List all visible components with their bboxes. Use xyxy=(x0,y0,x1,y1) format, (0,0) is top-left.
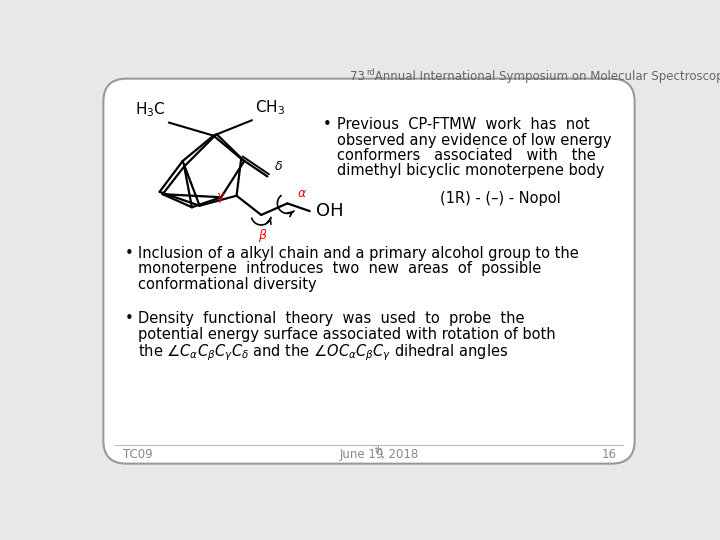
Text: rd: rd xyxy=(366,68,374,77)
Text: $\delta$: $\delta$ xyxy=(274,160,282,173)
Text: observed any evidence of low energy: observed any evidence of low energy xyxy=(337,132,611,147)
Text: •: • xyxy=(323,117,332,132)
Text: $\alpha$: $\alpha$ xyxy=(297,186,307,200)
Text: 73: 73 xyxy=(349,70,364,83)
Text: 16: 16 xyxy=(602,448,617,461)
Text: TC09: TC09 xyxy=(122,448,152,461)
Text: dimethyl bicyclic monoterpene body: dimethyl bicyclic monoterpene body xyxy=(337,164,604,178)
Text: •: • xyxy=(125,246,133,261)
Text: (1R) - (–) - Nopol: (1R) - (–) - Nopol xyxy=(439,191,560,206)
Text: conformational diversity: conformational diversity xyxy=(138,276,317,292)
Text: H$_3$C: H$_3$C xyxy=(135,101,166,119)
Text: •: • xyxy=(125,311,133,326)
Text: monoterpene  introduces  two  new  areas  of  possible: monoterpene introduces two new areas of … xyxy=(138,261,541,276)
Text: CH$_3$: CH$_3$ xyxy=(255,98,285,117)
Text: conformers   associated   with   the: conformers associated with the xyxy=(337,148,595,163)
Text: th: th xyxy=(374,446,383,455)
Text: $\beta$: $\beta$ xyxy=(258,226,268,244)
Text: the $\angle C_{\alpha}C_{\beta}C_{\gamma}C_{\delta}$ and the $\angle OC_{\alpha}: the $\angle C_{\alpha}C_{\beta}C_{\gamma… xyxy=(138,342,508,362)
Text: June 19: June 19 xyxy=(340,448,384,461)
Text: OH: OH xyxy=(316,202,343,220)
Text: Previous  CP-FTMW  work  has  not: Previous CP-FTMW work has not xyxy=(337,117,590,132)
Text: Density  functional  theory  was  used  to  probe  the: Density functional theory was used to pr… xyxy=(138,311,524,326)
Text: Annual International Symposium on Molecular Spectroscopy: Annual International Symposium on Molecu… xyxy=(371,70,720,83)
Text: potential energy surface associated with rotation of both: potential energy surface associated with… xyxy=(138,327,556,342)
FancyBboxPatch shape xyxy=(104,79,634,464)
Text: Inclusion of a alkyl chain and a primary alcohol group to the: Inclusion of a alkyl chain and a primary… xyxy=(138,246,579,261)
Text: $\gamma$: $\gamma$ xyxy=(216,191,226,205)
Text: , 2018: , 2018 xyxy=(381,448,418,461)
